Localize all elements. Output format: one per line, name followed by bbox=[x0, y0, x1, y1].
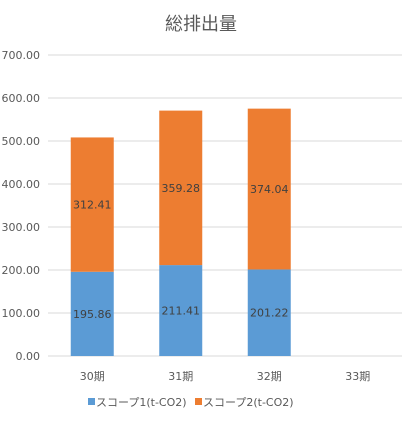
x-tick-label: 33期 bbox=[345, 370, 370, 383]
data-labels: 195.86 312.41 211.41 359.28 201.22 374.04 bbox=[73, 182, 289, 321]
legend-label: スコープ2(t-CO2) bbox=[203, 396, 294, 409]
y-tick-label: 300.00 bbox=[2, 221, 41, 234]
x-tick-label: 31期 bbox=[168, 370, 193, 383]
data-label: 195.86 bbox=[73, 308, 112, 321]
bars bbox=[70, 108, 291, 356]
data-label: 211.41 bbox=[162, 305, 201, 318]
legend: スコープ1(t-CO2) スコープ2(t-CO2) bbox=[88, 396, 294, 409]
bar-segment bbox=[70, 137, 114, 272]
bar-segment bbox=[247, 108, 291, 270]
legend-swatch bbox=[88, 398, 95, 405]
data-label: 374.04 bbox=[250, 183, 289, 196]
data-label: 359.28 bbox=[162, 182, 201, 195]
bar-segment bbox=[159, 110, 203, 266]
y-tick-label: 0.00 bbox=[16, 350, 41, 363]
x-tick-label: 30期 bbox=[80, 370, 105, 383]
y-tick-label: 600.00 bbox=[2, 92, 41, 105]
bar-segment bbox=[159, 265, 203, 356]
legend-swatch bbox=[195, 398, 202, 405]
legend-label: スコープ1(t-CO2) bbox=[96, 396, 187, 409]
chart-title: 総排出量 bbox=[165, 14, 237, 35]
x-tick-label: 32期 bbox=[257, 370, 282, 383]
data-label: 312.41 bbox=[73, 199, 112, 212]
y-tick-label: 100.00 bbox=[2, 307, 41, 320]
x-axis-labels: 30期 31期 32期 33期 bbox=[80, 370, 371, 383]
bar-segment bbox=[247, 269, 291, 356]
y-tick-label: 500.00 bbox=[2, 135, 41, 148]
bar-segment bbox=[70, 271, 114, 356]
data-label: 201.22 bbox=[250, 307, 289, 320]
y-tick-label: 700.00 bbox=[2, 49, 41, 62]
y-tick-label: 200.00 bbox=[2, 264, 41, 277]
y-axis-ticks: 0.00 100.00 200.00 300.00 400.00 500.00 600.00… bbox=[2, 49, 41, 363]
y-tick-label: 400.00 bbox=[2, 178, 41, 191]
